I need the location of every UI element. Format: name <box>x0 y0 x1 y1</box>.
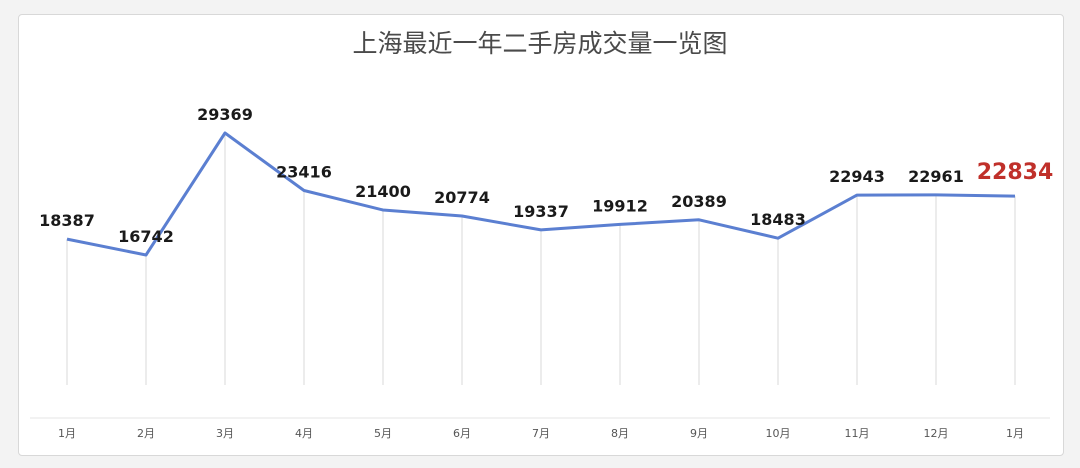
x-tick-labels: 1月 2月 3月 4月 5月 6月 7月 8月 9月 10月 11月 12月 1月 <box>58 427 1024 440</box>
data-label-4: 21400 <box>355 182 411 201</box>
data-label-12: 22834 <box>977 160 1054 185</box>
chart-title: 上海最近一年二手房成交量一览图 <box>352 29 727 58</box>
x-tick-label-10: 11月 <box>845 427 870 440</box>
data-label-11: 22961 <box>908 167 964 186</box>
x-tick-label-11: 12月 <box>924 427 949 440</box>
x-tick-label-4: 5月 <box>374 427 392 440</box>
x-tick-label-8: 9月 <box>690 427 708 440</box>
data-label-9: 18483 <box>750 210 806 229</box>
data-label-0: 18387 <box>39 211 95 230</box>
data-label-8: 20389 <box>671 192 727 211</box>
x-tick-label-3: 4月 <box>295 427 313 440</box>
data-labels: 18387 16742 29369 23416 21400 20774 19337 19912… <box>39 105 1053 246</box>
x-tick-label-2: 3月 <box>216 427 234 440</box>
drop-lines <box>66 133 1016 385</box>
series-line <box>66 131 1016 257</box>
x-tick-label-0: 1月 <box>58 427 76 440</box>
data-label-5: 20774 <box>434 188 490 207</box>
data-label-1: 16742 <box>118 227 174 246</box>
x-tick-label-9: 10月 <box>766 427 791 440</box>
data-label-3: 23416 <box>276 163 332 182</box>
x-tick-label-6: 7月 <box>532 427 550 440</box>
x-tick-label-5: 6月 <box>453 427 471 440</box>
data-label-2: 29369 <box>197 105 253 124</box>
data-label-6: 19337 <box>513 202 569 221</box>
x-tick-label-7: 8月 <box>611 427 629 440</box>
x-tick-label-12: 1月 <box>1006 427 1024 440</box>
x-tick-label-1: 2月 <box>137 427 155 440</box>
data-label-10: 22943 <box>829 167 885 186</box>
data-label-7: 19912 <box>592 196 648 215</box>
